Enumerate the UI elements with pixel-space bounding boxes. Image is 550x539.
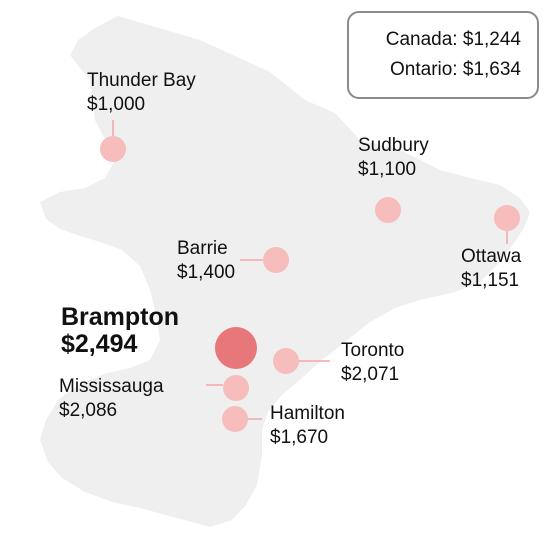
hamilton-name: Hamilton bbox=[270, 403, 345, 424]
hamilton-value: $1,670 bbox=[270, 427, 328, 448]
toronto-name: Toronto bbox=[341, 340, 404, 361]
toronto-marker bbox=[273, 348, 299, 374]
city-thunder-bay: Thunder Bay $1,000 bbox=[87, 70, 196, 162]
sudbury-name: Sudbury bbox=[358, 135, 429, 156]
sudbury-value: $1,100 bbox=[358, 159, 416, 180]
barrie-value: $1,400 bbox=[177, 262, 235, 283]
toronto-value: $2,071 bbox=[341, 364, 399, 385]
canada-label: Canada: bbox=[385, 29, 458, 50]
ontario-label: Ontario: bbox=[390, 59, 458, 80]
summary-box: Canada: $1,244 Ontario: $1,634 bbox=[347, 11, 539, 99]
ottawa-marker bbox=[494, 205, 520, 231]
ontario-average: Ontario: $1,634 bbox=[390, 55, 521, 85]
city-sudbury: Sudbury $1,100 bbox=[358, 135, 429, 223]
city-toronto: Toronto $2,071 bbox=[273, 340, 404, 385]
ottawa-name: Ottawa bbox=[461, 246, 522, 267]
ontario-landmass bbox=[40, 16, 530, 527]
city-hamilton: Hamilton $1,670 bbox=[222, 403, 345, 448]
thunder-bay-value: $1,000 bbox=[87, 94, 145, 115]
mississauga-marker bbox=[223, 375, 249, 401]
sudbury-marker bbox=[375, 197, 401, 223]
canada-value: $1,244 bbox=[462, 29, 521, 50]
ontario-value: $1,634 bbox=[462, 59, 521, 80]
hamilton-marker bbox=[222, 406, 248, 432]
mississauga-name: Mississauga bbox=[59, 376, 164, 397]
barrie-name: Barrie bbox=[177, 238, 228, 259]
brampton-name: Brampton bbox=[61, 303, 179, 331]
mississauga-value: $2,086 bbox=[59, 400, 117, 421]
city-barrie: Barrie $1,400 bbox=[177, 238, 289, 283]
city-ottawa: Ottawa $1,151 bbox=[461, 205, 522, 291]
city-mississauga: Mississauga $2,086 bbox=[59, 375, 249, 421]
ottawa-value: $1,151 bbox=[461, 270, 519, 291]
city-brampton: Brampton$2,494 bbox=[61, 303, 257, 369]
thunder-bay-name: Thunder Bay bbox=[87, 70, 196, 91]
canada-average: Canada: $1,244 bbox=[386, 25, 521, 55]
brampton-marker bbox=[215, 327, 257, 369]
barrie-marker bbox=[263, 247, 289, 273]
brampton-value: $2,494 bbox=[61, 330, 138, 358]
thunder-bay-marker bbox=[100, 136, 126, 162]
